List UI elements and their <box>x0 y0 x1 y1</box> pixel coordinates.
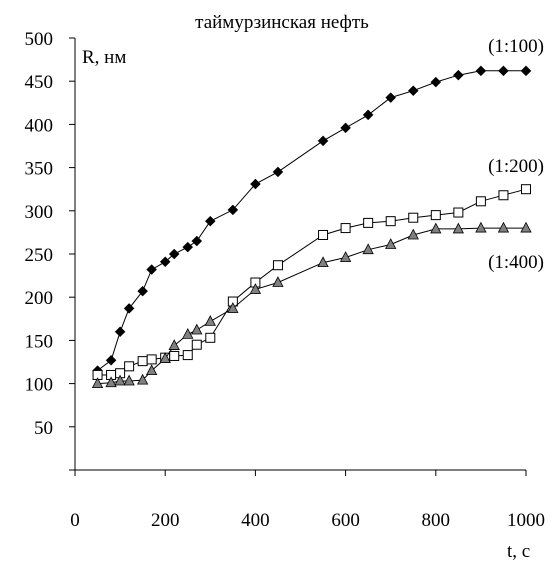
y-tick-label: 300 <box>25 202 54 223</box>
data-point <box>498 190 509 201</box>
series-group <box>91 65 532 389</box>
data-point <box>317 135 329 147</box>
data-point <box>146 354 157 365</box>
data-point <box>168 339 180 350</box>
data-point <box>227 302 239 313</box>
data-point <box>204 315 216 326</box>
series-1 <box>92 65 532 376</box>
data-point <box>168 248 180 260</box>
x-tick-label: 200 <box>151 510 180 531</box>
x-tick-label: 800 <box>422 510 451 531</box>
data-point <box>521 184 531 195</box>
y-tick-label: 200 <box>25 288 54 309</box>
data-point <box>520 221 532 233</box>
data-point <box>362 109 374 121</box>
series-3 <box>91 221 532 389</box>
series-labels: (1:100) (1:200) (1:400) <box>488 36 544 273</box>
data-point <box>385 238 397 249</box>
data-point <box>227 204 239 216</box>
y-tick-label: 350 <box>25 159 54 180</box>
data-point <box>407 228 419 240</box>
data-point <box>385 92 397 103</box>
x-tick-label: 1000 <box>507 510 545 531</box>
data-point <box>191 323 203 335</box>
data-point <box>497 221 510 233</box>
data-point <box>146 264 158 275</box>
data-point <box>385 216 396 227</box>
data-point <box>452 222 465 234</box>
data-point <box>205 332 216 343</box>
data-point <box>272 166 284 178</box>
data-point <box>408 212 419 223</box>
series-label: (1:400) <box>488 252 544 273</box>
data-point <box>520 65 532 77</box>
data-point <box>407 85 419 97</box>
data-point <box>475 65 487 77</box>
data-point <box>159 256 171 268</box>
x-tick-label: 600 <box>331 510 360 531</box>
data-point <box>182 327 194 339</box>
data-point <box>362 243 374 255</box>
y-tick-label: 50 <box>34 418 53 439</box>
data-point <box>191 235 203 247</box>
data-point <box>123 374 135 386</box>
series-label: (1:200) <box>488 156 544 177</box>
data-point <box>430 210 441 221</box>
series-2 <box>92 184 531 380</box>
data-point <box>114 326 126 338</box>
data-point <box>204 215 216 227</box>
data-point <box>137 356 148 367</box>
data-point <box>272 276 284 287</box>
data-point <box>91 377 104 389</box>
data-point <box>340 223 351 234</box>
x-tick-label: 400 <box>241 510 270 531</box>
x-axis-label: t, c <box>507 541 530 562</box>
y-tick-label: 450 <box>25 72 54 93</box>
data-point <box>146 364 158 376</box>
axes: 0 200 400 600 800 1000 50 100 150 200 250 300 350 400… <box>25 29 546 531</box>
y-tick-label: 150 <box>25 331 54 352</box>
series-line <box>97 70 526 371</box>
data-point <box>340 122 351 134</box>
data-point <box>114 374 126 386</box>
y-tick-label: 250 <box>25 245 54 266</box>
data-point <box>363 217 374 228</box>
y-tick-label: 400 <box>25 115 54 136</box>
data-point <box>105 354 117 366</box>
data-point <box>137 285 149 297</box>
data-point <box>430 76 442 88</box>
data-point <box>317 256 329 268</box>
data-point <box>453 207 464 218</box>
data-point <box>272 260 283 271</box>
y-axis-label: R, нм <box>82 47 126 68</box>
y-tick-label: 500 <box>25 29 54 50</box>
data-point <box>182 350 193 361</box>
data-point <box>452 69 464 81</box>
data-point <box>475 196 486 207</box>
data-point <box>191 339 202 350</box>
data-point <box>498 65 509 77</box>
data-point <box>475 221 487 233</box>
data-point <box>169 350 180 361</box>
data-point <box>249 283 262 294</box>
data-point <box>250 178 261 190</box>
data-point <box>318 229 329 240</box>
data-point <box>430 222 442 234</box>
data-point <box>124 361 135 372</box>
data-point <box>105 376 117 388</box>
x-tick-label: 0 <box>70 510 80 531</box>
data-point <box>159 352 171 363</box>
y-tick-label: 100 <box>25 375 54 396</box>
chart-title: таймурзинская нефть <box>195 12 369 33</box>
series-label: (1:100) <box>488 36 544 57</box>
data-point <box>123 303 135 314</box>
data-point <box>182 241 194 253</box>
data-point <box>339 251 352 262</box>
data-point <box>136 373 149 385</box>
